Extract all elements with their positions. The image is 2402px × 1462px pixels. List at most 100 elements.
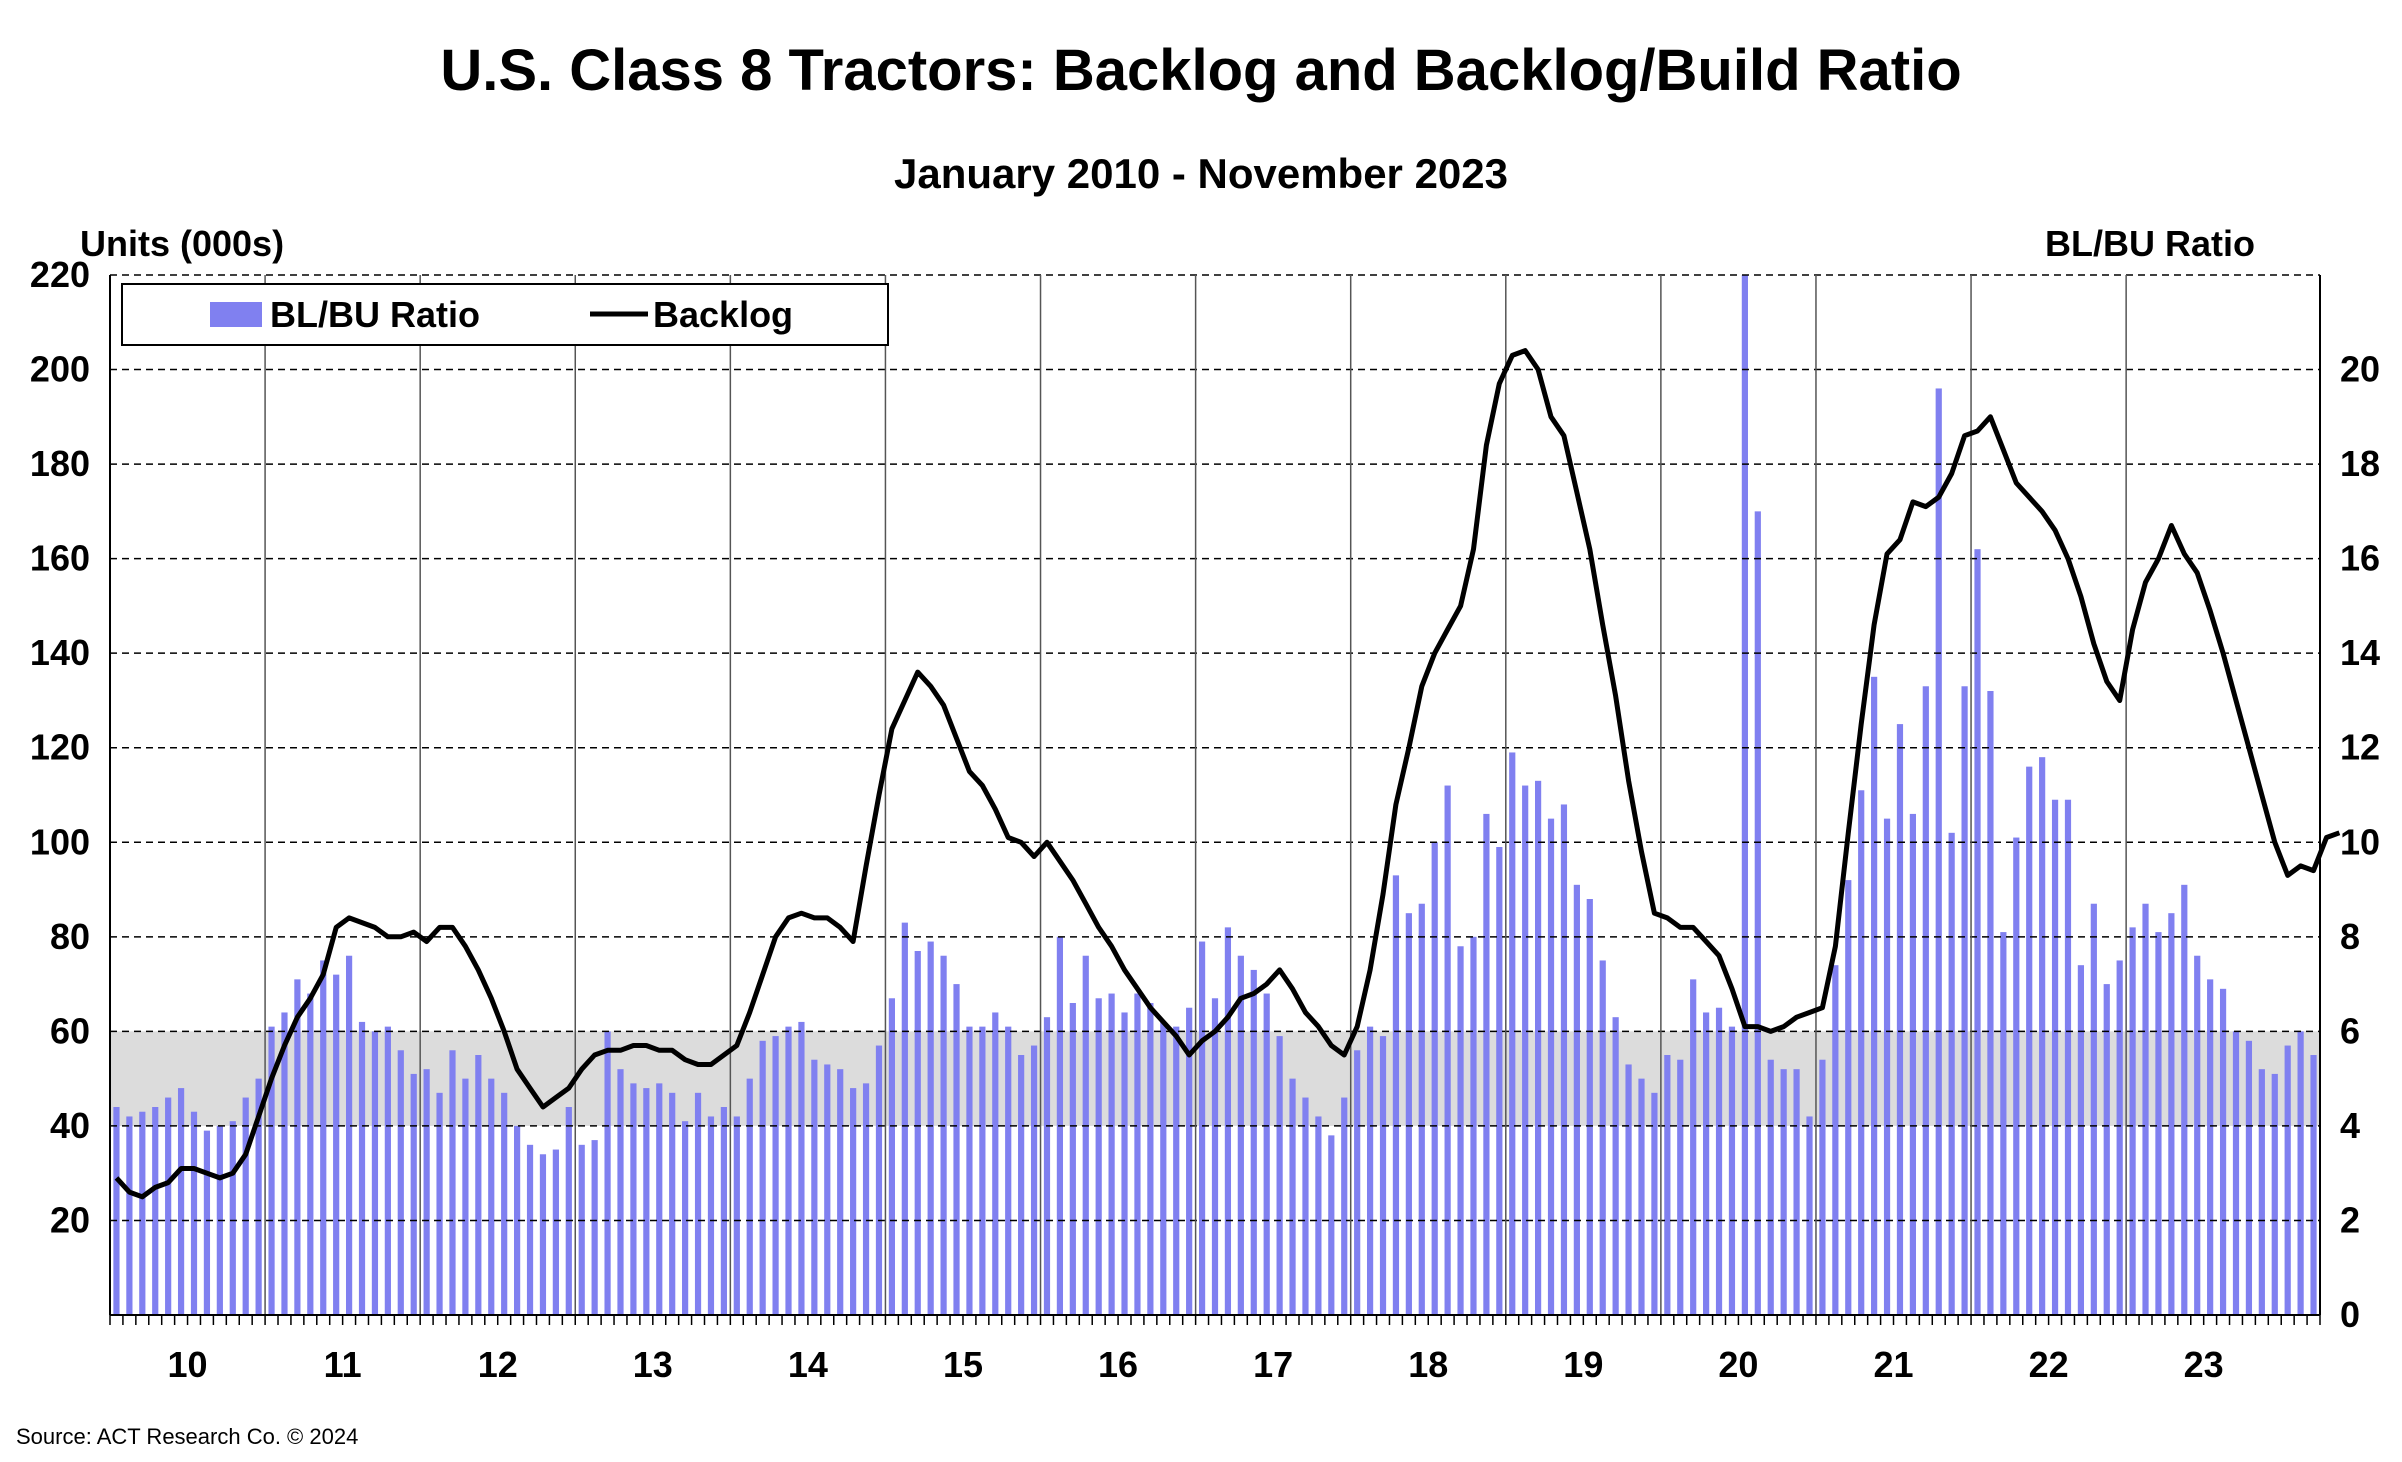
ratio-bar [371,1031,379,1315]
ratio-bar [798,1021,805,1315]
ratio-bar [242,1097,249,1315]
ratio-bar [914,951,921,1315]
ratio-bar [1935,388,1942,1315]
ratio-bar [1832,965,1839,1315]
ratio-bar [2271,1073,2278,1315]
ratio-bar [2129,927,2136,1315]
ratio-bar [1819,1059,1826,1315]
year-label: 22 [2029,1344,2069,1385]
ratio-bar [1948,832,1955,1315]
ratio-bar [1108,993,1115,1315]
ratio-bar [953,984,960,1315]
left-tick-label: 100 [30,821,90,862]
ratio-bar [526,1144,534,1315]
right-tick-label: 2 [2340,1199,2360,1240]
ratio-bar [2245,1040,2253,1315]
legend-label-ratio: BL/BU Ratio [270,294,480,335]
ratio-bar [1095,998,1102,1315]
ratio-bar [2013,837,2020,1315]
ratio-bar [1573,884,1580,1315]
chart-subtitle: January 2010 - November 2023 [894,150,1508,197]
left-tick-label: 120 [30,727,90,768]
ratio-bar [682,1121,689,1315]
left-tick-label: 20 [50,1199,90,1240]
ratio-bar [229,1121,236,1315]
ratio-bar [733,1116,740,1315]
ratio-bar [268,1026,275,1315]
ratio-bar [539,1154,547,1315]
ratio-bar [1767,1059,1774,1315]
left-tick-label: 60 [50,1010,90,1051]
left-axis-title: Units (000s) [80,223,284,264]
left-tick-label: 80 [50,916,90,957]
right-tick-label: 4 [2340,1105,2360,1146]
ratio-bar [1211,998,1219,1315]
left-tick-label: 160 [30,538,90,579]
ratio-bar [591,1140,598,1315]
ratio-bar [294,979,301,1315]
ratio-bar [1715,1007,1723,1315]
ratio-bar [1728,1026,1736,1315]
ratio-bar [888,998,896,1315]
ratio-bar [759,1040,766,1315]
legend-swatch-ratio [210,302,262,327]
ratio-bar [1237,955,1244,1315]
ratio-bar [1030,1045,1038,1315]
left-tick-label: 40 [50,1105,90,1146]
ratio-bar [2155,932,2162,1315]
ratio-bar [423,1069,430,1315]
backlog-line [114,348,2341,1200]
right-tick-label: 18 [2340,443,2380,484]
ratio-bar [1547,818,1555,1315]
year-label: 15 [943,1344,983,1385]
ratio-bar [2103,984,2110,1315]
ratio-bar [1018,1055,1025,1315]
ratio-bar [1379,1036,1387,1315]
ratio-bar [307,993,314,1315]
ratio-bar [1974,549,1981,1315]
ratio-bar [1431,842,1438,1315]
ratio-bar [2258,1069,2265,1315]
ratio-bar [1418,903,1425,1315]
year-label: 21 [1873,1344,1913,1385]
ratio-bar [410,1073,417,1315]
ratio-bar [1289,1078,1296,1315]
ratio-bar [979,1026,986,1315]
ratio-bar [1366,1026,1374,1315]
legend-label-backlog: Backlog [653,294,793,335]
year-label: 14 [788,1344,828,1385]
ratio-bar [862,1083,870,1315]
ratio-bar [358,1021,366,1315]
ratio-bar [940,955,947,1315]
right-tick-label: 12 [2340,727,2380,768]
ratio-bar [966,1026,973,1315]
plot-area: 20 40 60 80 100 120 140 160 180 200 220 0 2 4 6 8 10 12 14… [30,254,2380,1385]
ratio-bar [1858,790,1865,1315]
ratio-bar [1405,913,1412,1315]
ratio-bar [578,1144,585,1315]
ratio-bar [2000,932,2007,1315]
ratio-bar [2168,913,2175,1315]
ratio-bar [1651,1092,1658,1315]
ratio-bar [1496,847,1503,1315]
ratio-bar [875,1045,883,1315]
ratio-bar [436,1092,443,1315]
ratio-bar [1754,511,1761,1315]
ratio-bar [565,1107,572,1315]
year-label: 12 [478,1344,518,1385]
ratio-bar [1664,1055,1671,1315]
ratio-bar [2142,903,2149,1315]
ratio-bar [1341,1097,1348,1315]
ratio-bar [1250,969,1257,1315]
ratio-bar [643,1088,650,1315]
right-tick-label: 20 [2340,349,2380,390]
ratio-bar [1987,691,1994,1315]
ratio-bar [113,1107,120,1315]
ratio-bar [449,1050,456,1315]
ratio-bar [462,1078,469,1315]
ratio-bar [514,1125,521,1315]
ratio-bar [475,1055,482,1315]
right-tick-label: 10 [2340,821,2380,862]
ratio-bar [333,974,340,1315]
right-tick-label: 0 [2340,1294,2360,1335]
